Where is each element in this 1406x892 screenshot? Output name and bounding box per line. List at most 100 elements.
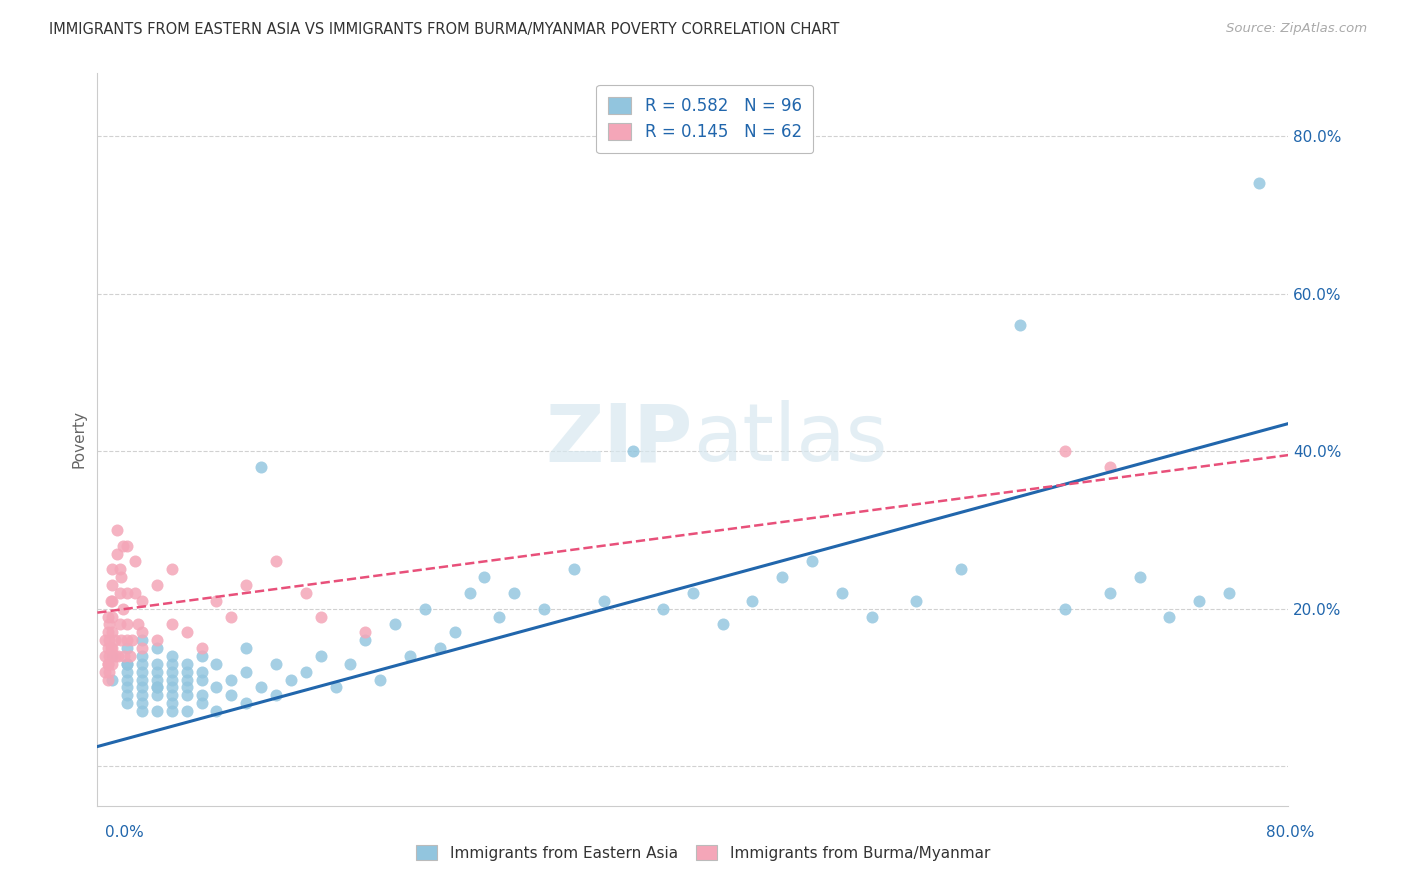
Point xyxy=(264,689,287,703)
Point xyxy=(309,648,332,663)
Point xyxy=(160,681,183,695)
Point xyxy=(533,601,555,615)
Point xyxy=(221,609,243,624)
Point xyxy=(384,617,406,632)
Point xyxy=(115,586,138,600)
Point xyxy=(131,665,153,679)
Point xyxy=(94,633,117,648)
Point xyxy=(190,673,212,687)
Text: 0.0%: 0.0% xyxy=(105,825,145,840)
Point xyxy=(176,681,198,695)
Point xyxy=(860,609,883,624)
Point xyxy=(111,601,134,615)
Point xyxy=(131,696,153,710)
Point xyxy=(1128,570,1150,584)
Point xyxy=(264,657,287,671)
Point xyxy=(1010,318,1032,332)
Point xyxy=(97,657,120,671)
Point xyxy=(741,594,763,608)
Point xyxy=(115,665,138,679)
Point xyxy=(107,648,129,663)
Point xyxy=(368,673,391,687)
Point xyxy=(1159,609,1181,624)
Point xyxy=(115,657,138,671)
Point xyxy=(124,586,146,600)
Point xyxy=(108,617,131,632)
Point xyxy=(146,641,169,656)
Point xyxy=(131,625,153,640)
Point xyxy=(98,617,121,632)
Point xyxy=(97,609,120,624)
Point xyxy=(190,665,212,679)
Point xyxy=(592,594,614,608)
Point xyxy=(474,570,496,584)
Point xyxy=(146,689,169,703)
Point xyxy=(105,523,128,537)
Point xyxy=(101,625,124,640)
Point xyxy=(221,689,243,703)
Point xyxy=(205,594,228,608)
Point xyxy=(110,633,132,648)
Point xyxy=(94,665,117,679)
Point xyxy=(146,657,169,671)
Point xyxy=(98,648,121,663)
Point xyxy=(221,673,243,687)
Point xyxy=(711,617,734,632)
Point xyxy=(503,586,526,600)
Point xyxy=(131,681,153,695)
Point xyxy=(97,641,120,656)
Point xyxy=(339,657,361,671)
Point xyxy=(101,562,124,576)
Point xyxy=(101,648,124,663)
Point xyxy=(160,562,183,576)
Point xyxy=(176,704,198,718)
Point xyxy=(905,594,928,608)
Point xyxy=(131,689,153,703)
Point xyxy=(108,586,131,600)
Point xyxy=(146,681,169,695)
Point xyxy=(101,594,124,608)
Point xyxy=(250,681,273,695)
Point xyxy=(112,648,135,663)
Point xyxy=(190,641,212,656)
Text: atlas: atlas xyxy=(693,401,887,478)
Point xyxy=(429,641,451,656)
Point xyxy=(108,562,131,576)
Point xyxy=(124,554,146,568)
Y-axis label: Poverty: Poverty xyxy=(72,410,86,468)
Point xyxy=(160,696,183,710)
Point xyxy=(146,704,169,718)
Point xyxy=(309,609,332,624)
Point xyxy=(1188,594,1211,608)
Point xyxy=(682,586,704,600)
Point xyxy=(98,633,121,648)
Point xyxy=(1098,586,1121,600)
Point xyxy=(146,681,169,695)
Point xyxy=(205,657,228,671)
Point xyxy=(127,617,149,632)
Point xyxy=(101,578,124,592)
Point xyxy=(160,657,183,671)
Text: IMMIGRANTS FROM EASTERN ASIA VS IMMIGRANTS FROM BURMA/MYANMAR POVERTY CORRELATIO: IMMIGRANTS FROM EASTERN ASIA VS IMMIGRAN… xyxy=(49,22,839,37)
Point xyxy=(294,586,316,600)
Point xyxy=(146,665,169,679)
Point xyxy=(413,601,436,615)
Legend: R = 0.582   N = 96, R = 0.145   N = 62: R = 0.582 N = 96, R = 0.145 N = 62 xyxy=(596,85,813,153)
Point xyxy=(115,641,138,656)
Point xyxy=(176,673,198,687)
Point xyxy=(621,444,644,458)
Point xyxy=(294,665,316,679)
Point xyxy=(110,570,132,584)
Point xyxy=(160,704,183,718)
Point xyxy=(115,689,138,703)
Point xyxy=(205,704,228,718)
Point xyxy=(1098,459,1121,474)
Legend: Immigrants from Eastern Asia, Immigrants from Burma/Myanmar: Immigrants from Eastern Asia, Immigrants… xyxy=(408,837,998,868)
Point xyxy=(120,648,142,663)
Point xyxy=(488,609,510,624)
Point xyxy=(325,681,347,695)
Point xyxy=(160,617,183,632)
Point xyxy=(160,689,183,703)
Point xyxy=(652,601,675,615)
Point xyxy=(97,657,120,671)
